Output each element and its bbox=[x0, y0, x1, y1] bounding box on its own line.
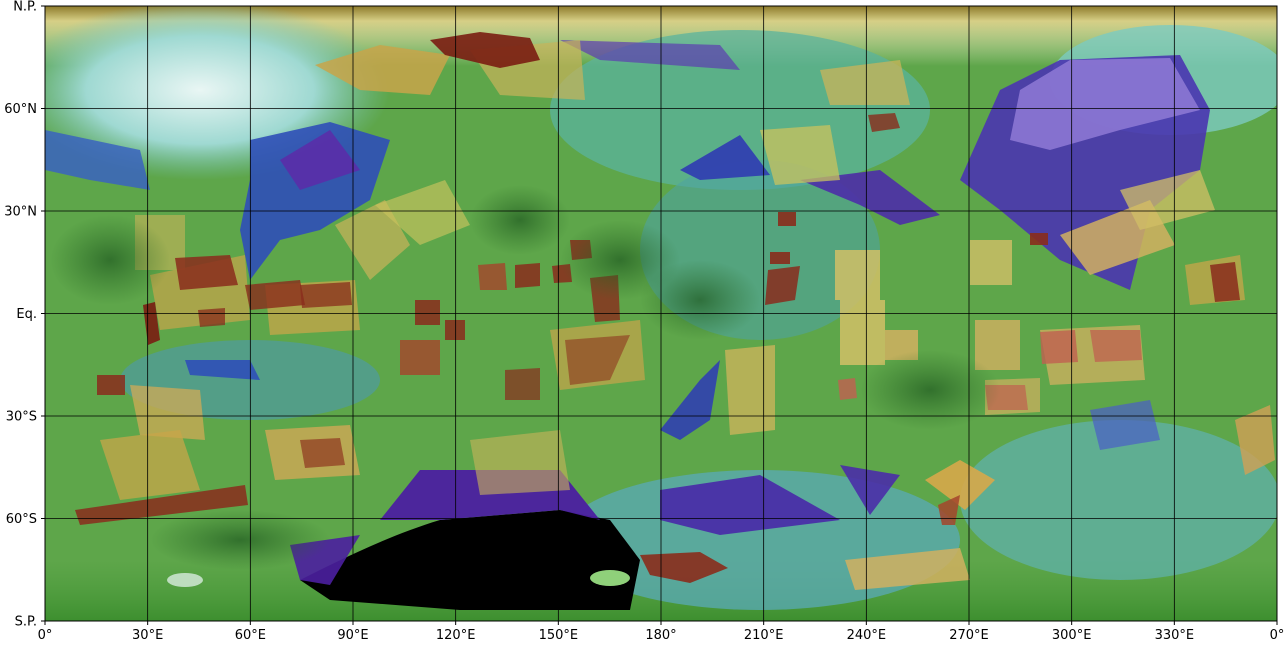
y-tick-label: 60°S bbox=[6, 512, 37, 527]
patch-blue-equator-w bbox=[185, 360, 260, 380]
mottle-dark-3 bbox=[860, 350, 1000, 430]
map-image bbox=[45, 6, 1277, 621]
graticule bbox=[45, 6, 1277, 621]
patch-red-c5 bbox=[515, 263, 540, 288]
tile-yellow-se2 bbox=[845, 548, 970, 590]
x-tick-label: 60°E bbox=[235, 628, 266, 643]
patch-red-n bbox=[430, 32, 540, 68]
x-tick-label: 120°E bbox=[436, 628, 476, 643]
y-tick-label: S.P. bbox=[15, 615, 37, 630]
x-tick-label: 0° bbox=[1270, 628, 1284, 643]
x-tick-label: 210°E bbox=[744, 628, 784, 643]
y-tick-label: 30°S bbox=[6, 410, 37, 425]
tile-yellow-e7 bbox=[1120, 170, 1215, 230]
south-polar-dark-region bbox=[300, 510, 640, 610]
patch-red-s bbox=[640, 552, 728, 583]
y-tick-label: Eq. bbox=[16, 307, 37, 322]
mottle-dark-6 bbox=[150, 510, 330, 570]
patch-blue-mid-n bbox=[560, 40, 740, 70]
x-tick-label: 330°E bbox=[1155, 628, 1195, 643]
patch-red-sw2 bbox=[300, 438, 345, 468]
x-tick-label: 270°E bbox=[949, 628, 989, 643]
tile-yellow-c3 bbox=[725, 345, 775, 435]
patch-red-e1 bbox=[1030, 233, 1048, 245]
tile-yellow-e1 bbox=[835, 250, 880, 300]
patch-red-mid2 bbox=[770, 252, 790, 264]
tile-yellow-sw1 bbox=[130, 385, 205, 440]
patch-blue-center-s bbox=[660, 360, 720, 440]
tile-yellow-n1 bbox=[315, 45, 450, 95]
x-axis-ticks: 0° 30°E 60°E 90°E 120°E 150°E 180° 210°E 240°E 27… bbox=[38, 621, 1284, 643]
tile-yellow-e2 bbox=[840, 300, 885, 365]
tile-yellow-se1 bbox=[925, 460, 995, 510]
x-tick-label: 150°E bbox=[539, 628, 579, 643]
tile-yellow-far-e bbox=[1235, 405, 1275, 475]
patch-red-c1 bbox=[415, 300, 440, 325]
y-tick-label: 30°N bbox=[4, 205, 37, 220]
mottle-dark-5 bbox=[470, 185, 570, 255]
patch-violet-south bbox=[660, 475, 840, 535]
patch-red-e3 bbox=[1040, 330, 1078, 364]
tile-yellow-c1 bbox=[470, 430, 570, 495]
patch-red-c3 bbox=[400, 340, 440, 375]
patch-red-mid5 bbox=[838, 378, 857, 400]
region-se-cyan bbox=[960, 420, 1277, 580]
patch-red-mid4 bbox=[868, 113, 900, 132]
y-tick-label: N.P. bbox=[13, 0, 37, 15]
tile-yellow-w4 bbox=[335, 200, 410, 280]
patch-red-w1 bbox=[175, 255, 238, 290]
patch-red-mid1 bbox=[778, 212, 796, 226]
patch-violet-w-mid bbox=[280, 130, 360, 190]
patch-red-c2 bbox=[445, 320, 465, 340]
patch-red-mid3 bbox=[765, 266, 800, 305]
patch-blue-center-north bbox=[680, 135, 770, 180]
mottle-light-green bbox=[590, 570, 630, 586]
patch-red-e2 bbox=[1210, 262, 1240, 302]
patch-red-w5 bbox=[198, 308, 225, 327]
tile-yellow-nc bbox=[760, 125, 840, 185]
patch-red-sw bbox=[75, 485, 248, 525]
patch-red-w4 bbox=[143, 302, 160, 345]
x-tick-label: 90°E bbox=[337, 628, 368, 643]
patch-violet-south-e bbox=[840, 465, 900, 515]
patch-red-e4 bbox=[1090, 330, 1142, 362]
patch-violet-ne-light bbox=[1010, 58, 1200, 150]
patch-red-w2 bbox=[245, 280, 305, 310]
x-tick-label: 300°E bbox=[1052, 628, 1092, 643]
tile-yellow-sw2 bbox=[100, 430, 200, 500]
patch-red-c4 bbox=[478, 263, 507, 290]
x-tick-label: 240°E bbox=[847, 628, 887, 643]
patch-red-c10 bbox=[505, 368, 540, 400]
tile-yellow-e5 bbox=[975, 320, 1020, 370]
patch-blue-west-edge bbox=[45, 130, 150, 190]
mottle-dark-2 bbox=[640, 260, 760, 340]
patch-red-se bbox=[938, 495, 960, 525]
x-tick-label: 180° bbox=[645, 628, 676, 643]
tile-yellow-w5 bbox=[375, 180, 470, 245]
patch-blue-right-mid bbox=[1090, 400, 1160, 450]
y-tick-label: 60°N bbox=[4, 102, 37, 117]
mottle-white-spot bbox=[167, 573, 203, 587]
tile-yellow-n3 bbox=[820, 60, 910, 105]
y-axis-ticks: N.P. 60°N 30°N Eq. 30°S 60°S S.P. bbox=[4, 0, 45, 630]
x-tick-label: 30°E bbox=[132, 628, 163, 643]
patch-red-c9 bbox=[565, 335, 630, 385]
patch-red-w6 bbox=[97, 375, 125, 395]
mottle-dark-4 bbox=[50, 215, 170, 305]
tile-yellow-e4 bbox=[970, 240, 1012, 285]
patch-red-w3 bbox=[300, 282, 352, 308]
x-tick-label: 0° bbox=[38, 628, 53, 643]
